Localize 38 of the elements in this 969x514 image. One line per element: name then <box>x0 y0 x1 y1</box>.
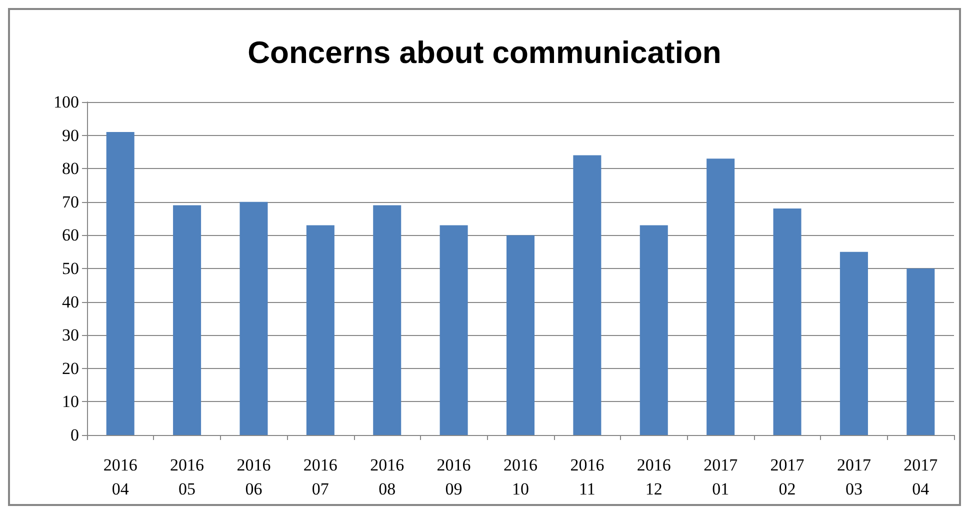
x-tick-label: 2016 12 <box>636 456 671 498</box>
bar <box>706 158 735 435</box>
x-tick-label: 2016 08 <box>370 456 404 498</box>
x-tick-label: 2016 10 <box>504 456 538 498</box>
bar <box>840 252 868 435</box>
x-tick-label: 2016 11 <box>570 456 604 498</box>
x-tick-label: 2017 01 <box>704 456 738 498</box>
x-tick-label: 2016 05 <box>170 456 204 498</box>
y-tick-label: 50 <box>62 259 79 278</box>
bar <box>506 235 535 435</box>
bar <box>306 225 334 435</box>
y-tick-label: 100 <box>54 92 79 112</box>
bar <box>773 208 802 435</box>
chart-title: Concerns about communication <box>248 35 722 70</box>
bar <box>640 225 668 435</box>
x-tick-label: 2016 06 <box>236 456 271 498</box>
y-tick-label: 0 <box>70 426 79 444</box>
bar <box>373 205 402 435</box>
bar <box>173 205 202 435</box>
x-tick-label: 2016 07 <box>303 456 338 498</box>
y-tick-label: 30 <box>62 326 79 345</box>
bar <box>106 132 134 435</box>
x-tick-label: 2017 02 <box>770 456 805 498</box>
x-tick-label: 2016 09 <box>436 456 471 498</box>
y-tick-label: 80 <box>62 159 79 178</box>
bar <box>240 202 268 435</box>
y-tick-label: 10 <box>62 392 79 412</box>
y-tick-label: 90 <box>62 126 79 145</box>
y-tick-label: 70 <box>62 192 79 212</box>
x-tick-label: 2017 04 <box>904 456 938 498</box>
x-tick-label: 2017 03 <box>836 456 872 498</box>
bar <box>906 268 935 435</box>
bar <box>573 155 602 435</box>
x-tick-label: 2016 04 <box>103 456 138 498</box>
y-tick-label: 40 <box>62 292 79 312</box>
y-tick-label: 60 <box>62 226 79 245</box>
y-tick-label: 20 <box>62 358 79 378</box>
bar <box>440 225 468 435</box>
